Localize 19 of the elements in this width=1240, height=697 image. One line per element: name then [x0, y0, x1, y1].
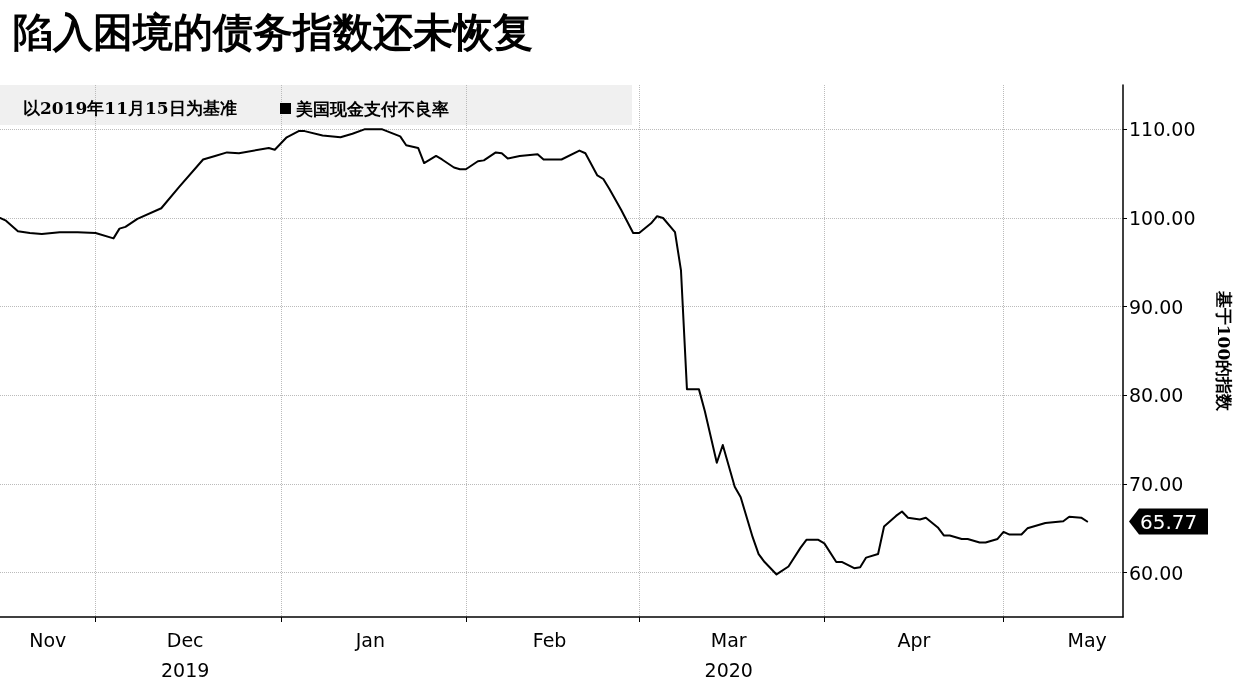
y-tick-label: 70.00 — [1129, 473, 1184, 495]
y-tick-label: 60.00 — [1129, 561, 1184, 584]
text: 以2019年11月15日为基准 — [23, 97, 237, 118]
y-tick-label: 80.00 — [1129, 384, 1184, 407]
y-tick-label: 100.00 — [1129, 207, 1196, 229]
x-tick-label: Mar 2020 — [704, 629, 753, 681]
x-tick-label: Apr — [897, 629, 931, 651]
x-tick-label: Jan — [354, 629, 385, 651]
annotation: 65.77 — [1140, 509, 1198, 534]
x-tick-label: Feb — [532, 629, 567, 651]
x-tick-label: May — [1067, 629, 1107, 651]
chart-title: 陷入困境的债务指数还未恢复 — [13, 7, 533, 55]
x-tick-label: Dec 2019 — [161, 629, 210, 681]
legend-label: 美国现金支付不良率 — [295, 98, 449, 119]
line-series — [0, 128, 1089, 576]
y-tick-label: 90.00 — [1129, 295, 1184, 318]
y-axis-title: 基于100的指数 — [1213, 289, 1234, 413]
y-tick-label: 110.00 — [1129, 118, 1196, 141]
x-tick-label: Nov — [29, 629, 67, 651]
